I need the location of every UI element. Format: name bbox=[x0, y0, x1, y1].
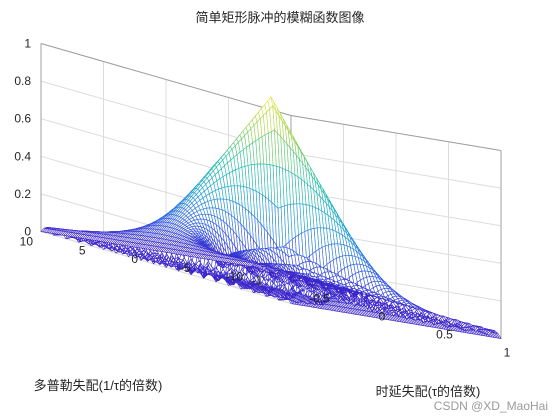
axis-line bbox=[290, 115, 502, 151]
mesh-surface bbox=[40, 96, 502, 339]
axis-line bbox=[40, 43, 292, 116]
